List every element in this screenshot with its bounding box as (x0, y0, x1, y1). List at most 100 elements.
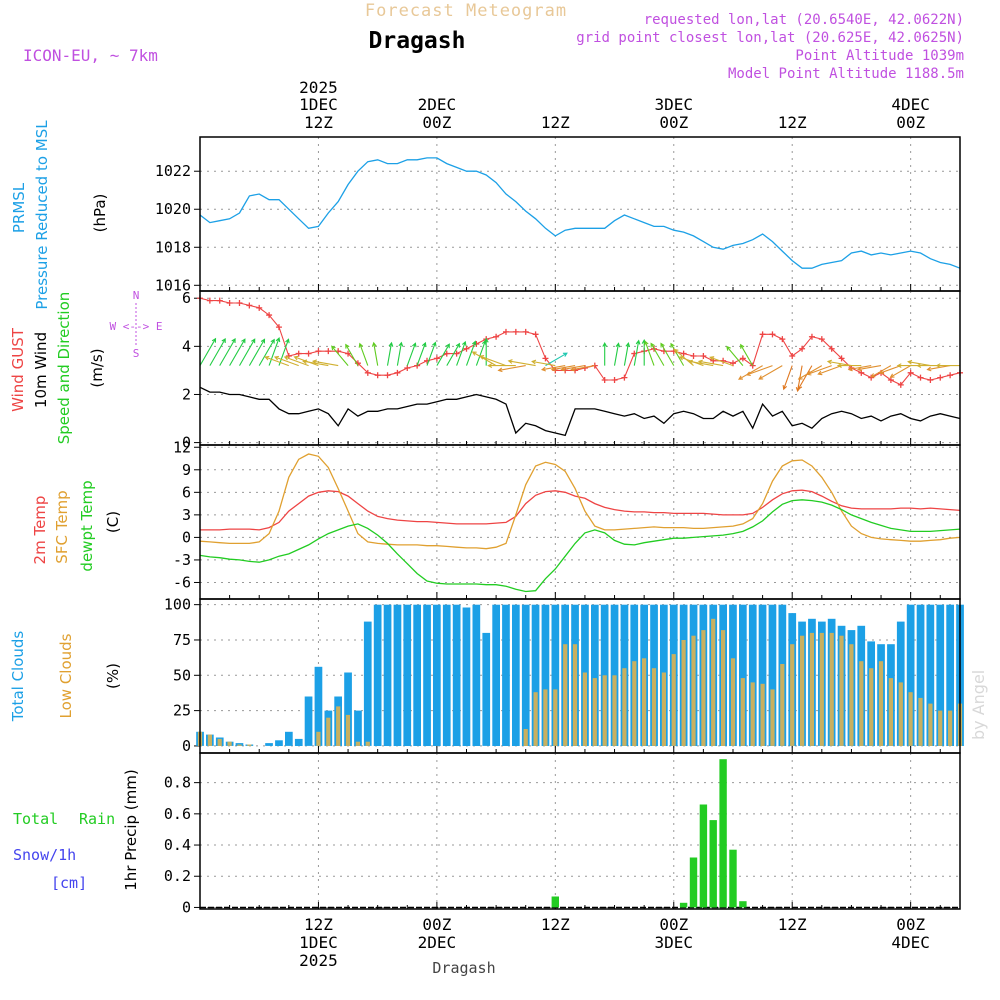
low-cloud-bar (553, 689, 558, 746)
total-cloud-bar (403, 604, 412, 746)
series-line-sfc-temp (199, 453, 961, 550)
series-line-2m-temp (200, 489, 961, 531)
pressure-unit: (hPa) (91, 194, 109, 233)
gust-marker (216, 297, 223, 304)
wind-direction-arrow (670, 342, 685, 366)
bottom-axis-hour: 00Z (896, 915, 925, 934)
wind-direction-arrow (650, 342, 665, 366)
precip-label-total: Total (13, 810, 58, 828)
gust-marker (404, 365, 411, 371)
wind-direction-arrow (926, 365, 951, 372)
wind-direction-arrow (623, 342, 631, 366)
bottom-axis-day: 1DEC (299, 933, 338, 952)
wind-direction-arrow (436, 343, 450, 366)
gust-marker (364, 369, 371, 376)
credit-watermark: by Angel (969, 670, 988, 740)
total-cloud-bar (768, 604, 777, 746)
total-cloud-bar (926, 604, 935, 746)
wind-direction-arrow (570, 365, 595, 372)
gust-marker (374, 372, 381, 379)
precip-bar (709, 820, 717, 908)
point-altitude: Point Altitude 1039m (795, 48, 964, 64)
total-cloud-bar (936, 604, 945, 746)
gust-marker (947, 372, 954, 379)
wind-labels: Wind GUST 10m Wind Speed and Direction (… (9, 289, 162, 444)
precip-bar (689, 857, 698, 908)
total-cloud-bar (946, 604, 954, 746)
total-cloud-bar (433, 604, 441, 746)
total-cloud-bar (512, 604, 520, 746)
wind-direction-arrow (483, 337, 489, 366)
gust-marker (345, 350, 352, 357)
y-tick-label: -6 (173, 573, 191, 591)
low-cloud-bar (740, 678, 745, 746)
low-cloud-bar (859, 661, 864, 746)
y-tick-label: 4 (182, 337, 191, 355)
total-cloud-bar (373, 604, 382, 746)
wind-direction-arrow (782, 365, 793, 391)
wind-speed-line (199, 386, 961, 437)
low-cloud-bar (632, 661, 637, 746)
low-cloud-bar (790, 644, 795, 746)
y-tick-label: 25 (173, 702, 191, 720)
top-axis-hour: 00Z (896, 113, 925, 132)
y-tick-label: 6 (182, 483, 191, 501)
total-cloud-bar (521, 604, 530, 746)
bottom-axis-hour: 00Z (659, 915, 688, 934)
title-product: Forecast Meteogram (365, 1, 567, 21)
low-cloud-bar (622, 668, 627, 746)
bottom-axis-hour: 12Z (304, 915, 333, 934)
gust-marker (907, 369, 914, 376)
panel-frame (199, 752, 961, 910)
total-cloud-bar (442, 604, 451, 746)
low-cloud-bar (681, 640, 686, 746)
total-cloud-bar (304, 696, 313, 746)
total-cloud-bar (413, 604, 421, 746)
wind-direction-arrow (471, 351, 497, 367)
wind-direction-arrow (311, 359, 339, 367)
low-cloud-bar (938, 710, 943, 746)
wind-direction-arrow (475, 339, 487, 366)
low-cloud-bar (345, 714, 351, 746)
bottom-axis-hour: 12Z (541, 915, 570, 934)
y-tick-label: 12 (173, 438, 191, 456)
wind-direction-arrow (229, 338, 246, 366)
total-cloud-bar (294, 738, 303, 746)
clouds-panel: 0 25 50 75 100 (164, 596, 964, 755)
gust-marker (315, 348, 322, 355)
wind-direction-arrow (836, 363, 862, 368)
gust-marker (937, 374, 944, 381)
pressure-panel: 1016 1018 1020 1022 (155, 136, 961, 294)
bottom-station: Dragash (432, 959, 495, 977)
total-cloud-bar (354, 710, 362, 746)
top-axis-year: 2025 (299, 78, 338, 97)
precip-label-cm: [cm] (51, 874, 87, 892)
wind-direction-arrow (797, 365, 813, 390)
gust-marker (690, 352, 697, 359)
precip-bar (551, 896, 559, 908)
top-axis-day: 1DEC (299, 95, 338, 114)
pressure-labels: PRMSL Pressure Reduced to MSL (hPa) (10, 120, 109, 310)
low-cloud-bar (592, 678, 597, 746)
wind-label-gust: Wind GUST (9, 327, 27, 412)
top-axis-hour: 00Z (659, 113, 688, 132)
gust-marker (601, 377, 608, 384)
y-tick-label: 0.8 (164, 774, 191, 792)
wind-direction-arrow (268, 337, 281, 366)
top-axis-hour: 12Z (541, 113, 570, 132)
precip-bar (729, 849, 737, 908)
model-altitude: Model Point Altitude 1188.5m (728, 66, 964, 82)
gust-marker (384, 372, 391, 379)
precip-bar (679, 902, 688, 908)
gust-marker (453, 350, 460, 357)
gust-marker (246, 302, 253, 309)
low-cloud-bar (533, 692, 538, 746)
wind-direction-arrow (199, 337, 217, 366)
wind-direction-arrow (239, 338, 256, 366)
gust-marker (236, 300, 243, 307)
wind-direction-arrow (797, 365, 823, 380)
low-cloud-bar (691, 635, 696, 746)
wind-direction-arrow (258, 338, 275, 366)
low-cloud-bar (849, 644, 854, 746)
